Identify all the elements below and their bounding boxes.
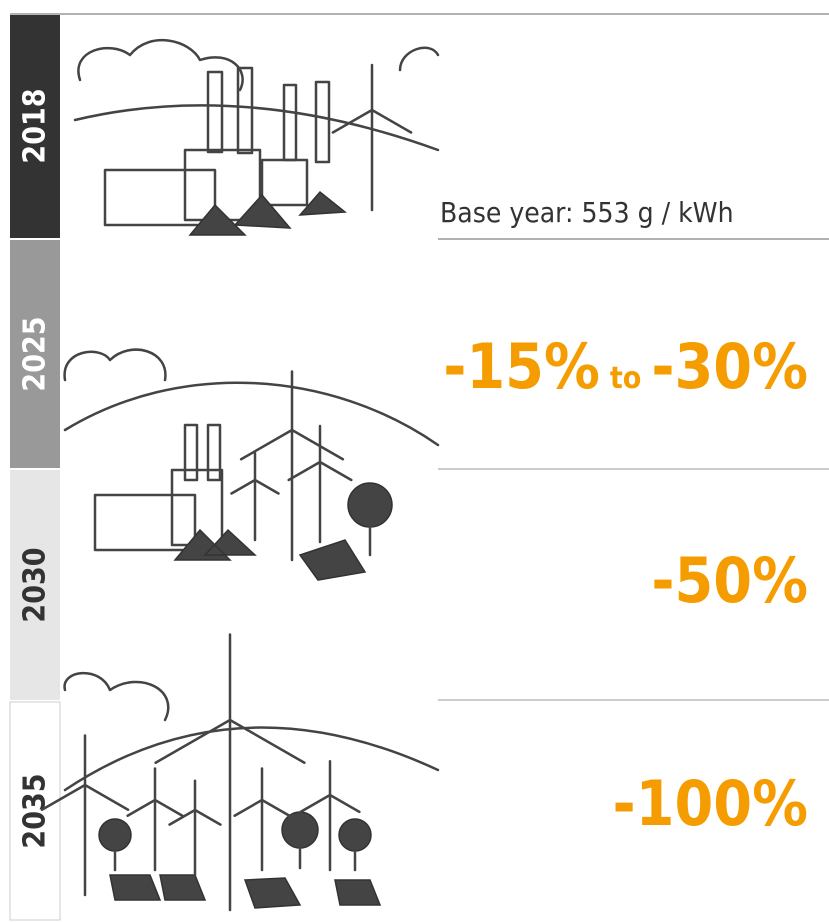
- target-from: -15%: [443, 330, 600, 403]
- target-joiner: to: [610, 361, 641, 396]
- infographic: 2018 2025 2030 2035 Base year: 553 g / k…: [0, 0, 829, 922]
- reduction-target: -50%: [651, 544, 808, 617]
- reduction-target: -100%: [613, 767, 808, 840]
- year-label: 2025: [18, 316, 53, 391]
- year-label: 2035: [18, 773, 53, 848]
- target-upto: -30%: [651, 330, 808, 403]
- year-label: 2030: [18, 547, 53, 622]
- base-year-note: Base year: 553 g / kWh: [440, 196, 734, 229]
- year-label: 2018: [18, 88, 53, 163]
- illustration: [42, 40, 438, 910]
- reduction-target: -15% to -30%: [443, 330, 808, 403]
